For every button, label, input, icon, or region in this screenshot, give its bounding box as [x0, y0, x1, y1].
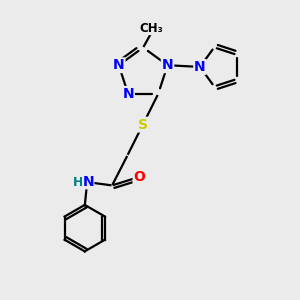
Text: H: H — [73, 176, 83, 188]
Text: CH₃: CH₃ — [140, 22, 164, 34]
Text: O: O — [134, 170, 146, 184]
Text: N: N — [194, 60, 206, 74]
Text: N: N — [122, 87, 134, 101]
Text: N: N — [82, 175, 94, 189]
Text: N: N — [113, 58, 124, 72]
Text: N: N — [162, 58, 173, 72]
Text: S: S — [138, 118, 148, 132]
